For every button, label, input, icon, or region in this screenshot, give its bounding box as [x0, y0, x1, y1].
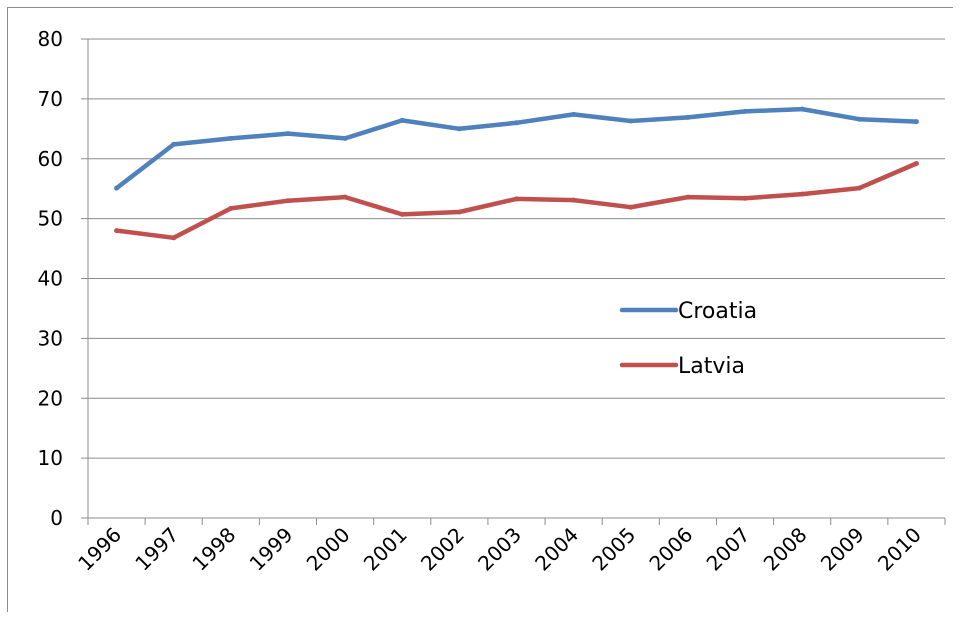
data-point-croatia-2000 — [342, 135, 348, 141]
data-point-croatia-2004 — [571, 111, 577, 117]
legend-label-croatia: Croatia — [678, 299, 757, 324]
data-point-latvia-2008 — [799, 191, 805, 197]
y-tick-label-0: 0 — [50, 506, 63, 530]
x-tick-label-2010: 2010 — [873, 523, 926, 576]
y-tick-label-70: 70 — [38, 87, 63, 111]
x-tick-label-2000: 2000 — [302, 523, 355, 576]
y-tick-label-60: 60 — [38, 147, 63, 171]
data-point-croatia-2010 — [913, 119, 919, 125]
data-point-croatia-1997 — [171, 141, 177, 147]
x-tick-label-2007: 2007 — [702, 523, 755, 576]
x-tick-label-2003: 2003 — [473, 523, 526, 576]
x-tick-label-2006: 2006 — [644, 523, 697, 576]
x-tick-label-1997: 1997 — [130, 523, 183, 576]
data-point-latvia-2009 — [856, 185, 862, 191]
data-point-latvia-2006 — [685, 194, 691, 200]
data-point-latvia-2002 — [456, 209, 462, 215]
chart-frame — [7, 7, 953, 612]
y-tick-label-20: 20 — [38, 386, 63, 410]
x-tick-label-2008: 2008 — [759, 523, 812, 576]
data-point-croatia-2005 — [628, 118, 634, 124]
series-lines — [114, 106, 919, 241]
y-tick-label-10: 10 — [38, 446, 63, 470]
data-point-croatia-1998 — [228, 135, 234, 141]
legend-label-latvia: Latvia — [678, 354, 745, 379]
data-point-croatia-2008 — [799, 106, 805, 112]
x-tick-label-1998: 1998 — [187, 523, 240, 576]
data-point-croatia-1999 — [285, 131, 291, 137]
x-tick-label-2005: 2005 — [587, 523, 640, 576]
data-point-latvia-2007 — [742, 195, 748, 201]
data-point-croatia-1996 — [114, 185, 120, 191]
x-tick-label-2001: 2001 — [359, 523, 412, 576]
gridlines — [88, 38, 945, 459]
x-tick-label-2009: 2009 — [816, 523, 869, 576]
x-tick-label-2002: 2002 — [416, 523, 469, 576]
x-tick-label-1996: 1996 — [73, 523, 126, 576]
data-point-latvia-2004 — [571, 197, 577, 203]
y-tick-label-80: 80 — [38, 27, 63, 51]
data-point-latvia-1998 — [228, 205, 234, 211]
y-tick-label-40: 40 — [38, 267, 63, 291]
data-point-latvia-2001 — [399, 211, 405, 217]
x-tick-label-1999: 1999 — [245, 523, 298, 576]
data-point-latvia-2000 — [342, 194, 348, 200]
data-point-latvia-2003 — [514, 196, 519, 202]
y-tick-label-50: 50 — [38, 207, 63, 231]
y-tick-label-30: 30 — [38, 326, 63, 350]
data-point-croatia-2006 — [685, 114, 691, 120]
data-point-latvia-1999 — [285, 198, 291, 204]
data-point-croatia-2002 — [456, 126, 462, 132]
data-point-croatia-2001 — [399, 117, 405, 123]
data-point-croatia-2003 — [514, 120, 519, 126]
data-point-croatia-2007 — [742, 108, 748, 114]
data-point-latvia-1996 — [114, 228, 120, 234]
data-point-latvia-2005 — [628, 204, 634, 210]
data-point-latvia-2010 — [913, 161, 919, 166]
x-tick-label-2004: 2004 — [530, 523, 583, 576]
data-point-latvia-1997 — [171, 235, 177, 241]
legend: Croatia Latvia — [619, 299, 757, 379]
data-point-croatia-2009 — [856, 116, 862, 122]
